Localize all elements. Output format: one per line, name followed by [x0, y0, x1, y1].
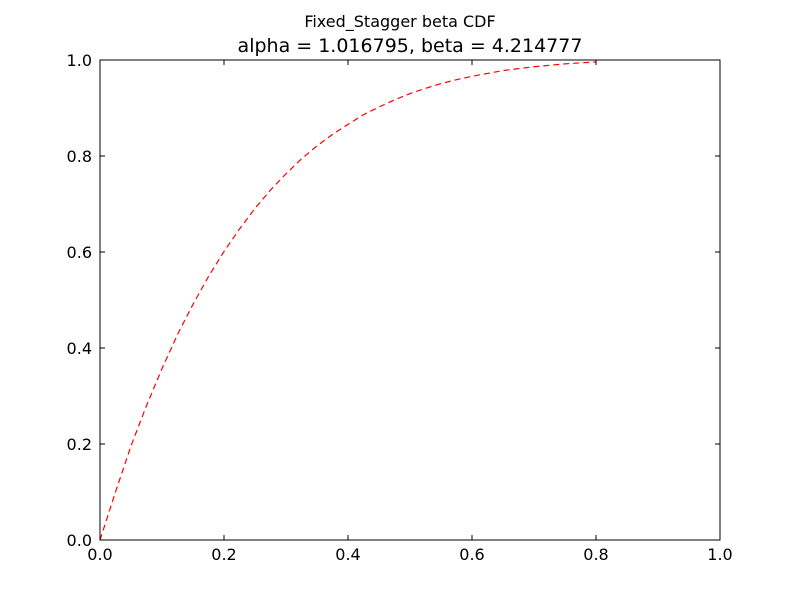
- plot-area: [100, 60, 720, 540]
- x-tick-label: 0.2: [211, 545, 236, 564]
- series-line-0: [99, 61, 597, 541]
- y-tick-label: 0.4: [67, 339, 92, 358]
- y-tick-label: 0.2: [67, 435, 92, 454]
- y-tick-label: 0.6: [67, 243, 92, 262]
- plot-frame: [99, 59, 721, 541]
- y-tick-label: 1.0: [67, 51, 92, 70]
- x-tick-label: 0.4: [335, 545, 360, 564]
- chart-title: alpha = 1.016795, beta = 4.214777: [238, 35, 583, 57]
- tick-layer: 0.0 0.2 0.4 0.6 0.8 1.0 0.0 0.2 0.4 0.6 0.8 1.0: [67, 51, 733, 564]
- x-tick-label: 0.8: [583, 545, 608, 564]
- x-tick-label: 0.6: [459, 545, 484, 564]
- plot-background: [100, 60, 720, 540]
- series-layer: [99, 61, 597, 541]
- y-tick-label: 0.0: [67, 531, 92, 550]
- chart-suptitle: Fixed_Stagger beta CDF: [304, 12, 495, 32]
- x-tick-label: 1.0: [707, 545, 732, 564]
- x-tick-label: 0.0: [87, 545, 112, 564]
- y-tick-label: 0.8: [67, 147, 92, 166]
